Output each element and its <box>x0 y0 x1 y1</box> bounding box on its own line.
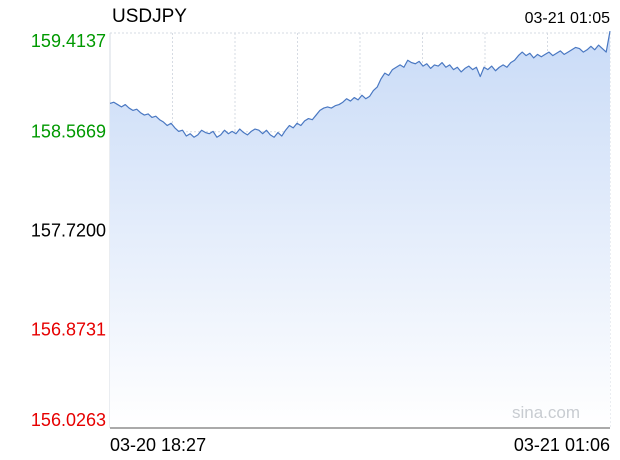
y-tick-label: 158.5669 <box>31 122 106 142</box>
y-tick-label: 156.8731 <box>31 319 106 339</box>
x-tick-label: 03-20 18:27 <box>110 435 206 455</box>
chart-timestamp: 03-21 01:05 <box>525 10 611 27</box>
y-tick-label: 159.4137 <box>31 31 106 51</box>
x-axis-labels: 03-20 18:27 03-21 01:06 <box>110 435 610 455</box>
watermark-logo: sina.com <box>512 403 580 422</box>
y-tick-label: 157.7200 <box>31 221 106 241</box>
y-axis-labels: 159.4137 158.5669 157.7200 156.8731 156.0263 <box>31 31 106 430</box>
chart-title: USDJPY <box>112 6 187 27</box>
y-tick-label: 156.0263 <box>31 410 106 430</box>
x-tick-label: 03-21 01:06 <box>514 435 610 455</box>
price-area <box>109 30 611 428</box>
price-series-line <box>109 30 611 138</box>
price-area-fill <box>110 31 610 428</box>
